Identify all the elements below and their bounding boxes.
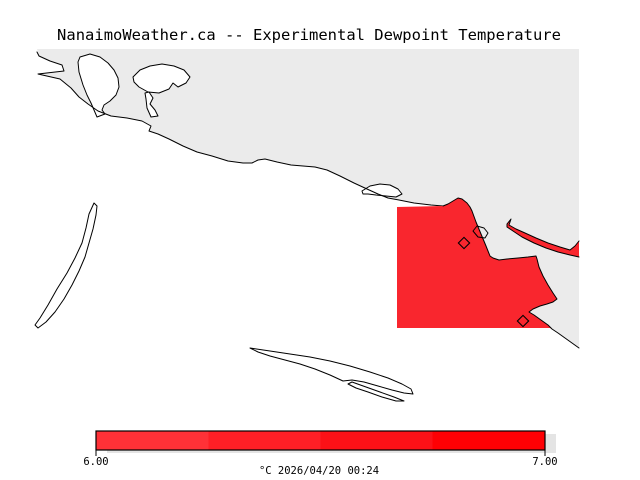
island-sliver-south-outline [249,347,414,395]
coastline-path-southeast [442,197,580,349]
colorbar-segment [96,431,209,450]
landmass-shape [37,49,579,348]
colorbar-segment [432,431,545,450]
units-timestamp-caption: °C 2026/04/20 00:24 [259,465,379,477]
bay-east-channel [144,91,159,118]
bay-west-outline [77,53,120,118]
island-sliver-west-outline [34,202,98,329]
colorbar-segment [320,431,433,450]
colorbar-border [95,430,546,451]
chart-title: NanaimoWeather.ca -- Experimental Dewpoi… [57,26,561,44]
island-sliver-south2-outline [347,381,405,402]
dewpoint-field-region [397,198,557,329]
bay-east-outline [132,63,191,94]
dewpoint-island-large-outline [506,218,580,258]
coastal-lagoon-outline [361,183,403,198]
station-marker-diamond [457,236,471,250]
coastline-path-northwest [36,51,444,207]
colorbar-min-label: 6.00 [83,456,108,468]
dewpoint-island-small [472,225,489,239]
colorbar-max-label: 7.00 [532,456,557,468]
colorbar-segment [208,431,321,450]
station-marker-diamond [516,314,530,328]
